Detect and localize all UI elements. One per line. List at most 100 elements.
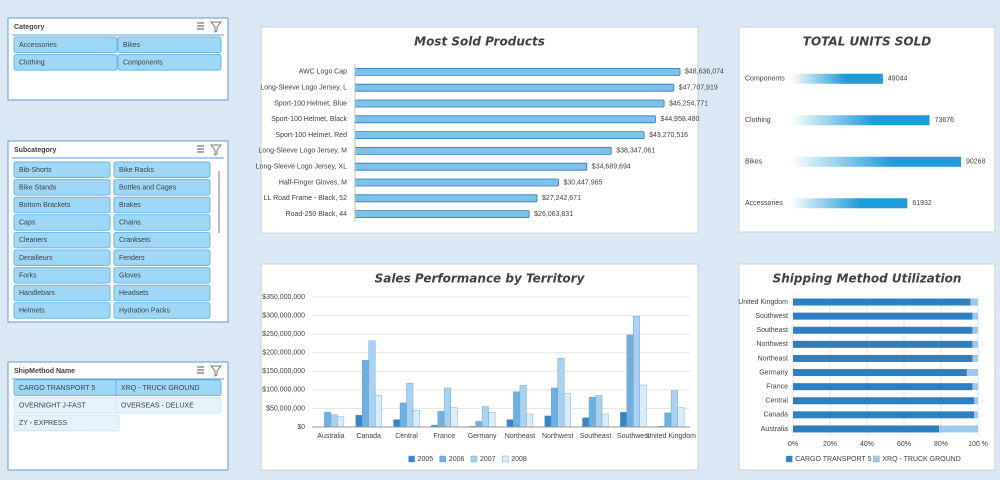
data-label: $34,689,694: [592, 164, 631, 171]
bar-segment: [966, 369, 978, 377]
bar: [354, 99, 665, 108]
slicer-item-label: Bikes: [123, 42, 141, 49]
y-tick-label: Canada: [763, 412, 788, 419]
bar-segment: [972, 383, 978, 391]
slicer-item-label: Components: [123, 59, 163, 66]
bar: [375, 395, 382, 428]
legend-label: 2006: [449, 456, 465, 463]
chart-title: Shipping Method Utilization: [773, 272, 962, 286]
slicer-item[interactable]: [113, 179, 211, 196]
slicer-item-label: Gloves: [119, 272, 141, 279]
slicer-item[interactable]: [113, 302, 211, 319]
bar: [354, 210, 530, 219]
bar: [519, 385, 527, 428]
slicer-item-label: Bike Racks: [119, 167, 155, 174]
filter-icon[interactable]: [209, 21, 223, 33]
bar: [526, 413, 534, 428]
x-tick-label: Southeast: [580, 433, 612, 440]
bar: [588, 397, 596, 428]
filter-icon[interactable]: [209, 365, 223, 377]
y-tick-label: $50,000,000: [266, 405, 305, 412]
x-tick-label: 40%: [860, 441, 874, 448]
slicer-item[interactable]: [13, 284, 111, 302]
slicer-item[interactable]: [113, 249, 211, 266]
slicer-item[interactable]: [13, 196, 111, 214]
data-label: $48,636,074: [685, 69, 724, 76]
slicer-item[interactable]: [13, 179, 111, 196]
slicer-item[interactable]: [115, 397, 222, 414]
legend-label: CARGO TRANSPORT 5: [795, 456, 871, 463]
bar-segment: [970, 298, 978, 306]
slicer-item[interactable]: [13, 249, 111, 266]
bar: [354, 194, 538, 203]
slicer-item-label: Cranksets: [119, 237, 151, 244]
y-tick-label: Central: [765, 398, 788, 405]
slicer-item[interactable]: [13, 267, 111, 284]
y-tick-label: Clothing: [745, 117, 771, 124]
y-tick-label: $300,000,000: [262, 312, 305, 319]
bar: [362, 359, 369, 428]
slicer-item-label: Bottom Brackets: [19, 202, 71, 209]
slicer-item-label: Brakes: [119, 202, 141, 209]
legend-label: 2007: [480, 456, 496, 463]
x-tick-label: France: [433, 433, 455, 440]
bar: [444, 387, 451, 428]
slicer-item-label: Caps: [19, 220, 36, 227]
bar: [670, 390, 678, 428]
bar: [475, 421, 483, 428]
data-label: $43,270,516: [649, 132, 688, 139]
chart-panel: [738, 26, 996, 233]
y-tick-label: Components: [745, 76, 785, 83]
slicer-item[interactable]: [13, 414, 120, 432]
slicer-title: Subcategory: [14, 147, 57, 154]
slicer-item-label: Chains: [119, 220, 141, 227]
slicer-item[interactable]: [113, 284, 211, 302]
bar: [513, 391, 521, 428]
slicer-item-label: XRQ - TRUCK GROUND: [121, 385, 199, 392]
slicer-item[interactable]: [13, 161, 111, 178]
slicer-item[interactable]: [117, 54, 222, 71]
bar: [330, 414, 338, 428]
legend-swatch: [786, 455, 793, 463]
slicer-item-label: Clothing: [19, 59, 45, 66]
bar: [639, 384, 647, 428]
legend-swatch: [408, 455, 415, 463]
slicer-item[interactable]: [113, 214, 211, 231]
y-tick-label: Long-Sleeve Logo Jersey, M: [258, 148, 347, 155]
bar: [354, 146, 612, 155]
x-tick-label: Central: [395, 433, 418, 440]
slicer-item[interactable]: [117, 36, 222, 53]
y-tick-label: $100,000,000: [262, 387, 305, 394]
x-tick-label: Northeast: [505, 433, 535, 440]
y-tick-label: Bikes: [745, 159, 763, 166]
slicer-item-label: Accessories: [19, 42, 57, 49]
slicer-item[interactable]: [113, 196, 211, 214]
bar: [506, 419, 514, 428]
bar: [790, 73, 883, 84]
slicer-item[interactable]: [13, 36, 118, 53]
bar: [790, 198, 908, 209]
slicer-item[interactable]: [113, 231, 211, 249]
slicer-item[interactable]: [115, 379, 222, 396]
bar: [437, 411, 445, 428]
slicer-item[interactable]: [13, 302, 111, 319]
bar-segment: [793, 425, 940, 433]
slicer-item-label: Headsets: [119, 290, 149, 297]
slicer-item[interactable]: [13, 54, 118, 71]
bar: [354, 131, 645, 140]
slicer-item[interactable]: [13, 214, 111, 231]
filter-icon[interactable]: [209, 144, 223, 156]
slicer-item-label: Bottles and Cages: [119, 184, 177, 191]
data-label: $44,958,480: [660, 116, 699, 123]
slicer-item[interactable]: [113, 161, 211, 178]
bar: [790, 156, 961, 167]
slicer-item-label: Bike Stands: [19, 184, 57, 191]
slicer-item-label: Helmets: [19, 308, 45, 315]
slicer-item[interactable]: [13, 231, 111, 249]
bar: [551, 387, 558, 428]
slicer-item[interactable]: [113, 267, 211, 284]
chart-title: Sales Performance by Territory: [375, 272, 586, 286]
data-label: 49044: [888, 76, 908, 83]
y-tick-label: Sport-100 Helmet, Red: [275, 132, 347, 139]
